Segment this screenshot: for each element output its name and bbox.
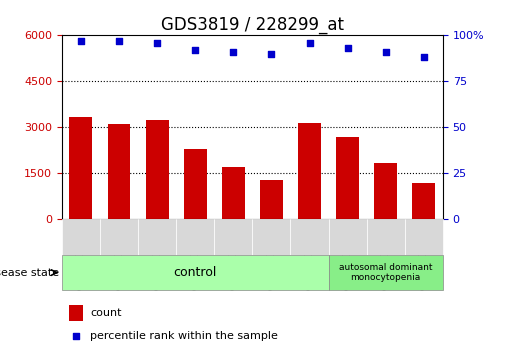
Title: GDS3819 / 228299_at: GDS3819 / 228299_at [161, 16, 344, 34]
Point [420, 55, 428, 60]
Text: disease state: disease state [0, 268, 59, 278]
Point [229, 49, 237, 55]
Point [72, 333, 80, 339]
Point [115, 38, 123, 44]
FancyBboxPatch shape [290, 219, 329, 255]
Bar [222, 167, 245, 219]
Point [267, 51, 276, 57]
FancyBboxPatch shape [62, 255, 329, 290]
Bar [108, 124, 130, 219]
FancyBboxPatch shape [329, 219, 367, 255]
FancyBboxPatch shape [138, 219, 176, 255]
Point [77, 38, 85, 44]
Bar [336, 137, 359, 219]
Bar [70, 305, 83, 321]
Bar [298, 123, 321, 219]
Point [153, 40, 161, 46]
FancyBboxPatch shape [214, 219, 252, 255]
Point [344, 45, 352, 51]
Point [305, 40, 314, 46]
Bar [184, 149, 207, 219]
Bar [70, 117, 92, 219]
Text: percentile rank within the sample: percentile rank within the sample [91, 331, 278, 341]
Bar [413, 183, 435, 219]
FancyBboxPatch shape [62, 219, 100, 255]
FancyBboxPatch shape [100, 219, 138, 255]
FancyBboxPatch shape [405, 219, 443, 255]
FancyBboxPatch shape [329, 255, 443, 290]
FancyBboxPatch shape [252, 219, 290, 255]
Point [191, 47, 199, 53]
Bar [146, 120, 168, 219]
Text: control: control [174, 266, 217, 279]
FancyBboxPatch shape [367, 219, 405, 255]
Bar [260, 179, 283, 219]
Bar [374, 163, 397, 219]
Text: count: count [91, 308, 122, 318]
Text: autosomal dominant
monocytopenia: autosomal dominant monocytopenia [339, 263, 433, 282]
Point [382, 49, 390, 55]
FancyBboxPatch shape [176, 219, 214, 255]
